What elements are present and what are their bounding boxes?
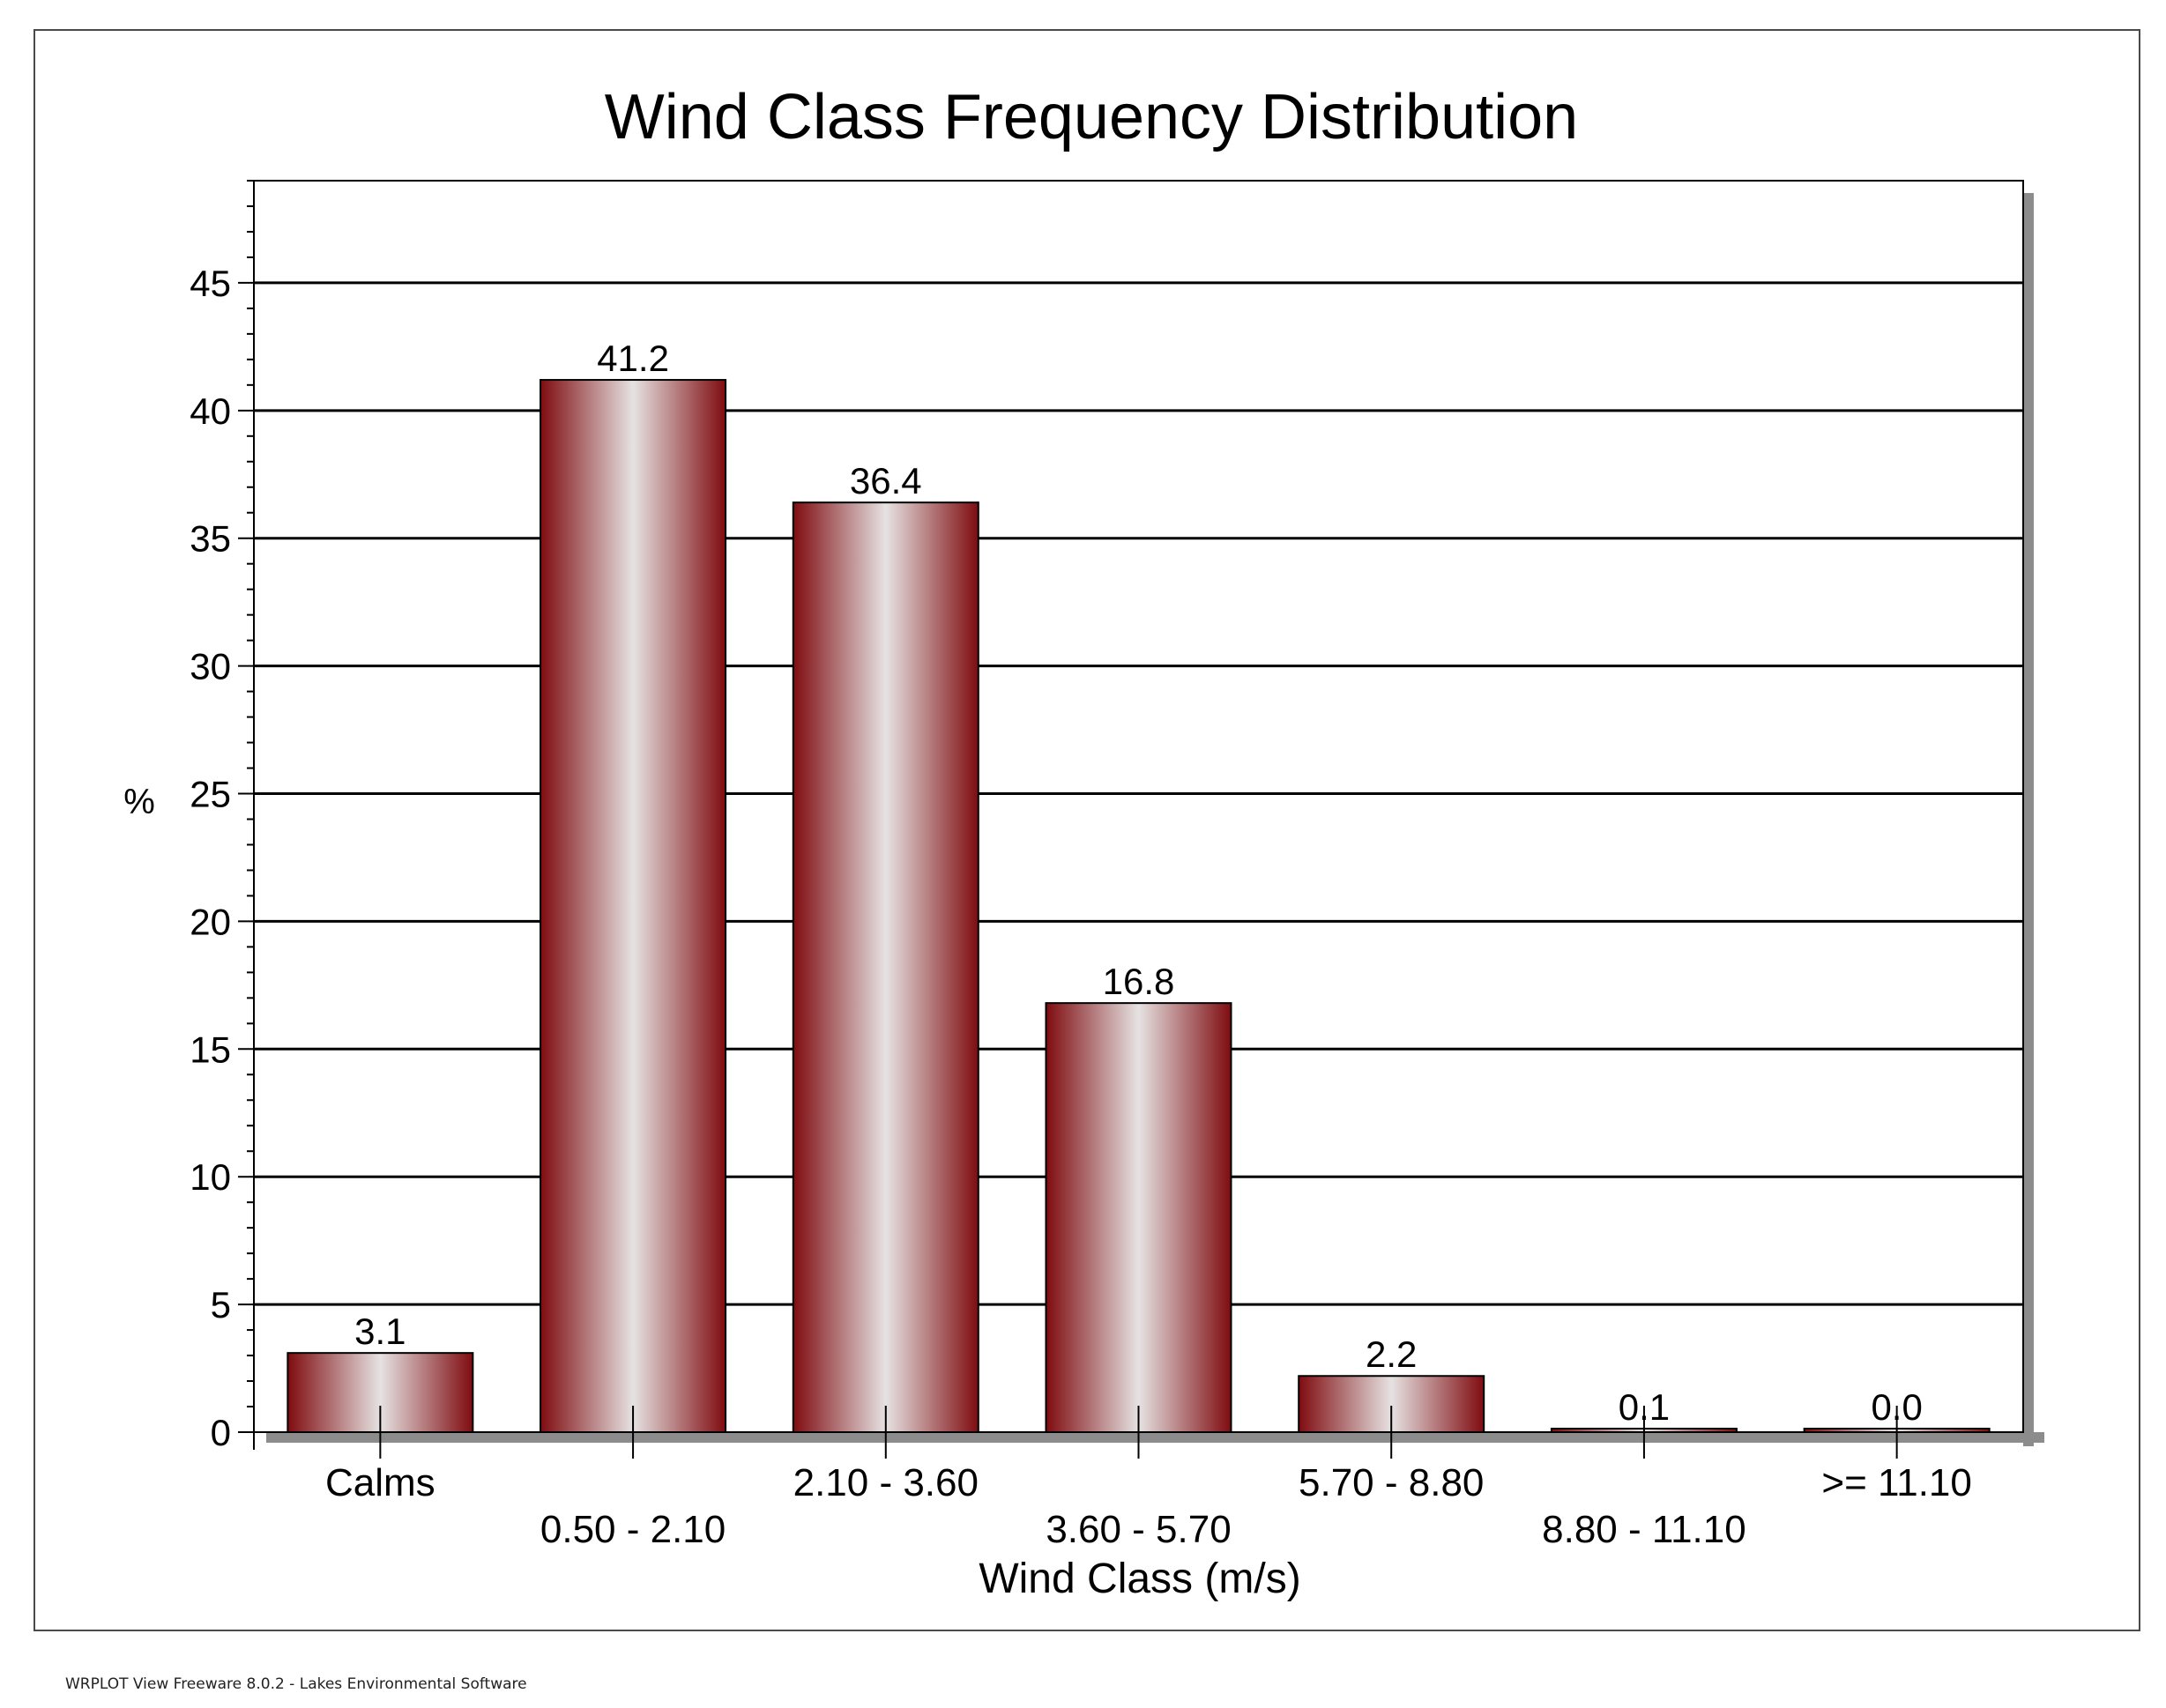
x-tick-label: >= 11.10 xyxy=(1821,1461,1971,1504)
x-tick-label: 3.60 - 5.70 xyxy=(1046,1508,1231,1551)
axes xyxy=(238,180,1898,1459)
y-axis-label: % xyxy=(123,783,155,821)
data-label: 41.2 xyxy=(597,338,669,379)
x-tick-label: Calms xyxy=(325,1461,435,1504)
x-tick-label: 2.10 - 3.60 xyxy=(793,1461,979,1504)
labels: 0 5 10 15 20 25 30 35 40 45 3.1 Calms 41.2 0.50 - 2.1… xyxy=(190,263,1972,1551)
data-label: 3.1 xyxy=(354,1311,406,1352)
bar xyxy=(1045,1002,1232,1433)
data-label: 16.8 xyxy=(1103,961,1175,1002)
y-tick-label: 20 xyxy=(190,901,231,942)
y-tick-label: 0 xyxy=(211,1412,231,1453)
data-label: 2.2 xyxy=(1366,1333,1417,1375)
y-tick-label: 15 xyxy=(190,1029,231,1070)
chart-frame: Wind Class Frequency Distribution % Wind… xyxy=(33,29,2140,1693)
y-tick-label: 5 xyxy=(211,1284,231,1326)
y-tick-label: 35 xyxy=(190,518,231,560)
plot-shadow-right xyxy=(2023,193,2034,1446)
x-tick-label: 5.70 - 8.80 xyxy=(1299,1461,1484,1504)
x-tick-label: 0.50 - 2.10 xyxy=(540,1508,726,1551)
data-label: 0.1 xyxy=(1619,1386,1670,1428)
y-tick-label: 40 xyxy=(190,390,231,432)
y-tick-label: 10 xyxy=(190,1156,231,1198)
x-tick-label: 8.80 - 11.10 xyxy=(1542,1508,1746,1551)
bar xyxy=(540,379,727,1434)
chart-svg: Wind Class Frequency Distribution % Wind… xyxy=(123,82,2044,1602)
chart-title: Wind Class Frequency Distribution xyxy=(605,82,1578,152)
data-label: 36.4 xyxy=(850,460,922,501)
bars xyxy=(287,379,1991,1434)
y-tick-label: 45 xyxy=(190,263,231,304)
y-tick-label: 25 xyxy=(190,774,231,815)
data-label: 0.0 xyxy=(1871,1386,1922,1428)
footer-credit: WRPLOT View Freeware 8.0.2 - Lakes Envir… xyxy=(65,1675,527,1693)
y-tick-label: 30 xyxy=(190,646,231,687)
bar xyxy=(792,501,979,1434)
plot-shadow-bottom xyxy=(266,1432,2044,1443)
x-axis-label: Wind Class (m/s) xyxy=(979,1556,1300,1602)
